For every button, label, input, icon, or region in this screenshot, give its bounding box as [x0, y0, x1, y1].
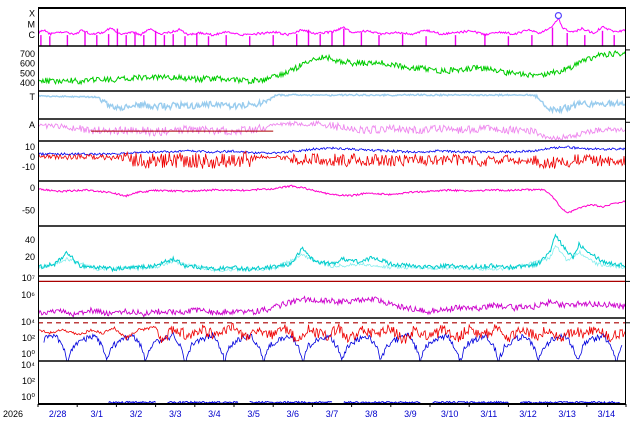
x-tick-label: 3/5 [247, 409, 260, 419]
year-label: 2026 [3, 409, 23, 419]
y-tick-label: 20 [25, 252, 35, 262]
y-tick-label: 500 [20, 68, 35, 78]
x-tick-label: 2/28 [49, 409, 67, 419]
y-tick-label: 10² [22, 376, 35, 386]
x-tick-label: 3/2 [130, 409, 143, 419]
y-tick-label: 10² [22, 333, 35, 343]
panel-xray-flux [38, 12, 626, 46]
y-tick-label: -50 [22, 205, 35, 215]
series-flare-event-bars [40, 27, 615, 46]
y-tick-label: 0 [30, 183, 35, 193]
panel-sector-away [38, 119, 626, 141]
series-toward-polarity-trace [38, 93, 626, 115]
x-tick-label: 3/10 [441, 409, 459, 419]
panel-sector-toward [38, 93, 626, 115]
y-tick-label: 10⁷ [22, 273, 35, 283]
panel-low-energy-flux [108, 400, 621, 404]
y-tick-label: X [29, 8, 35, 18]
panel-solar-wind-density [38, 233, 626, 273]
series-flare-highlight-circle [554, 12, 563, 20]
series-xray-flux-trace [38, 17, 626, 37]
y-tick-label: -10 [22, 162, 35, 172]
x-tick-label: 3/7 [326, 409, 339, 419]
y-tick-label: 10⁰ [21, 392, 35, 402]
panel-imf-bz-bt [38, 145, 626, 170]
y-tick-label: M [28, 19, 36, 29]
x-tick-label: 3/12 [519, 409, 537, 419]
series-proton-low-flux-trace [38, 322, 626, 345]
series-away-polarity-trace [38, 119, 626, 141]
x-tick-label: 3/13 [558, 409, 576, 419]
series-imf-bt-trace [38, 145, 626, 157]
x-tick-label: 3/14 [598, 409, 616, 419]
series-electron-flux-trace [43, 331, 623, 361]
x-tick-label: 3/1 [91, 409, 104, 419]
series-density-primary-trace [38, 233, 626, 273]
y-tick-label: 10⁶ [21, 290, 35, 300]
y-tick-label: 10⁰ [21, 349, 35, 359]
series-dst-trace [38, 184, 626, 214]
x-tick-label: 3/8 [365, 409, 378, 419]
series-imf-bz-trace [38, 150, 626, 170]
y-tick-label: 10⁴ [21, 360, 35, 370]
x-tick-label: 3/3 [169, 409, 182, 419]
panel-particle-flux [38, 322, 626, 361]
plot-border [38, 8, 626, 404]
series-low-energy-trace [108, 400, 621, 404]
y-tick-label: 40 [25, 235, 35, 245]
y-tick-label: A [29, 120, 35, 130]
y-tick-label: 10 [25, 142, 35, 152]
series-proton-flux-trace [38, 295, 626, 318]
x-tick-label: 3/4 [208, 409, 221, 419]
panel-solar-wind-speed [38, 50, 626, 86]
x-tick-label: 3/6 [287, 409, 300, 419]
y-tick-label: 0 [30, 152, 35, 162]
y-tick-label: 400 [20, 78, 35, 88]
y-tick-label: T [30, 92, 36, 102]
y-tick-label: C [29, 30, 36, 40]
y-tick-label: 10⁴ [21, 317, 35, 327]
x-tick-label: 3/9 [404, 409, 417, 419]
panel-high-energy-proton-flux [38, 280, 626, 318]
x-tick-label: 3/11 [480, 409, 497, 419]
series-solar-wind-speed-trace [38, 50, 626, 86]
y-tick-label: 700 [20, 49, 35, 59]
y-tick-label: 600 [20, 59, 35, 69]
panel-dst-index [38, 184, 626, 214]
